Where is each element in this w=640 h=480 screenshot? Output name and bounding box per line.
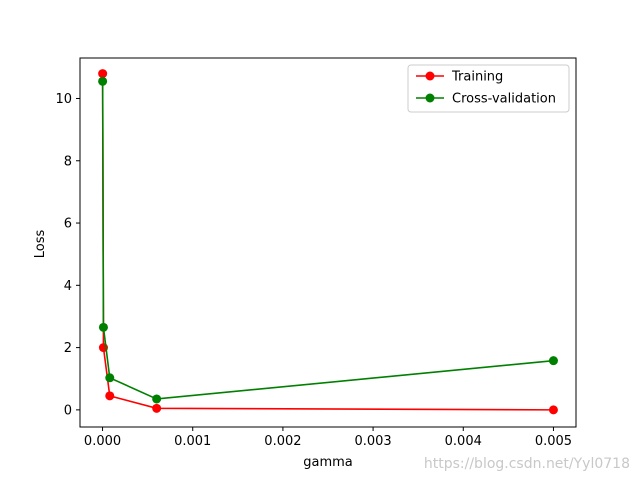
data-point-0 bbox=[152, 403, 162, 413]
x-tick-label: 0.001 bbox=[174, 434, 211, 449]
y-tick-label: 4 bbox=[64, 279, 72, 294]
legend-label-0: Training bbox=[451, 70, 503, 85]
x-tick-label: 0.004 bbox=[445, 434, 482, 449]
data-point-0 bbox=[548, 405, 558, 415]
x-tick-label: 0.002 bbox=[264, 434, 301, 449]
x-axis: 0.000 0.001 0.002 0.003 0.004 0.005 bbox=[84, 427, 572, 449]
x-tick-label: 0.003 bbox=[354, 434, 391, 449]
y-tick-label: 6 bbox=[64, 217, 72, 232]
legend-label-1: Cross-validation bbox=[452, 92, 556, 107]
x-axis-label: gamma bbox=[303, 455, 353, 470]
data-point-1 bbox=[105, 373, 115, 383]
plot-area bbox=[79, 57, 577, 428]
y-tick-label: 10 bbox=[55, 92, 72, 107]
data-point-1 bbox=[98, 322, 108, 332]
data-point-0 bbox=[105, 391, 115, 401]
x-tick-label: 0.005 bbox=[535, 434, 572, 449]
y-axis-label: Loss bbox=[33, 230, 48, 259]
y-tick-label: 2 bbox=[64, 341, 72, 356]
data-point-0 bbox=[98, 69, 108, 79]
data-point-1 bbox=[98, 76, 108, 86]
series-layer bbox=[98, 69, 558, 415]
y-tick-label: 0 bbox=[64, 403, 72, 418]
legend-marker-0 bbox=[425, 71, 435, 81]
data-point-1 bbox=[152, 394, 162, 404]
legend-box bbox=[407, 64, 570, 113]
watermark: https://blog.csdn.net/Yyl0718 bbox=[424, 456, 630, 472]
y-tick-label: 8 bbox=[64, 154, 72, 169]
y-axis: 0 2 4 6 8 10 bbox=[55, 92, 80, 418]
x-tick-label: 0.000 bbox=[84, 434, 121, 449]
legend-marker-1 bbox=[425, 93, 435, 103]
data-point-1 bbox=[548, 356, 558, 366]
legend: Training Cross-validation bbox=[407, 64, 570, 113]
